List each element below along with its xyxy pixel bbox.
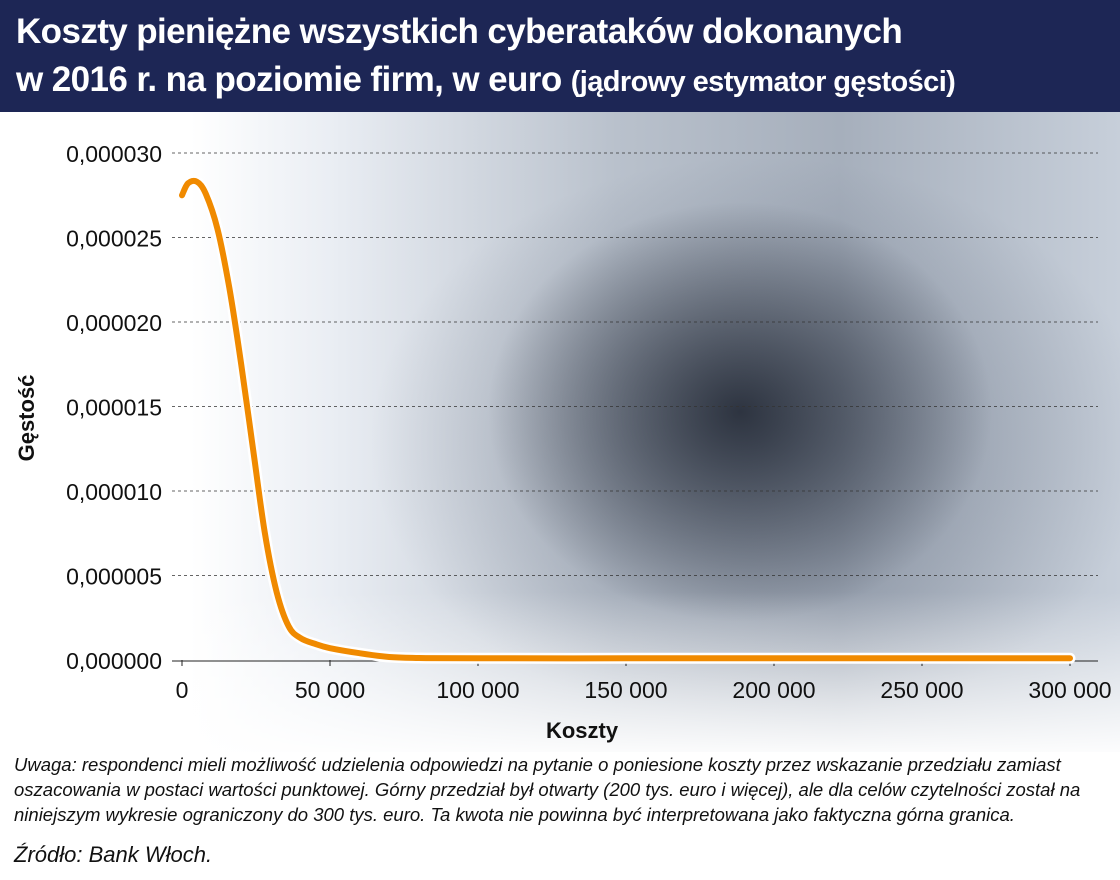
y-axis-ticks: 0,000000 0,000005 0,000010 0,000015 0,000020… [66, 141, 162, 674]
series-line-outline [176, 175, 1076, 664]
grid-lines [172, 152, 1098, 576]
chart-title-line1: Koszty pieniężne wszystkich cyberataków … [16, 12, 903, 51]
series-group [176, 175, 1076, 664]
x-tick-label: 100 000 [436, 677, 519, 703]
x-tick-label: 150 000 [584, 677, 667, 703]
y-tick-label: 0,000000 [66, 648, 162, 674]
x-tick-label: 0 [176, 677, 189, 703]
x-tick-label: 300 000 [1028, 677, 1111, 703]
chart-note: Uwaga: respondenci mieli możliwość udzie… [14, 754, 1081, 825]
x-tick-label: 200 000 [732, 677, 815, 703]
x-axis-ticks: 0 50 000 100 000 150 000 200 000 250 000 300 0… [176, 660, 1112, 703]
chart-subtitle: (jądrowy estymator gęstości) [570, 66, 956, 98]
y-tick-label: 0,000015 [66, 395, 162, 421]
y-axis-label: Gęstość [14, 375, 39, 462]
background-photo [0, 112, 1120, 752]
y-tick-label: 0,000005 [66, 564, 162, 590]
series-line [179, 177, 1073, 662]
chart-source: Źródło: Bank Włoch. [14, 842, 213, 867]
x-tick-label: 50 000 [295, 677, 365, 703]
chart-title-main: w 2016 r. na poziomie firm, w euro [16, 60, 562, 99]
y-tick-label: 0,000025 [66, 226, 162, 252]
background-fade [0, 592, 1120, 752]
y-tick-label: 0,000030 [66, 141, 162, 167]
y-tick-label: 0,000020 [66, 310, 162, 336]
y-tick-label: 0,000010 [66, 479, 162, 505]
x-axis-label: Koszty [546, 718, 619, 743]
chart-header: Koszty pieniężne wszystkich cyberataków … [0, 0, 1120, 112]
x-tick-label: 250 000 [880, 677, 963, 703]
chart-title-line2: w 2016 r. na poziomie firm, w euro (jądr… [16, 60, 956, 100]
